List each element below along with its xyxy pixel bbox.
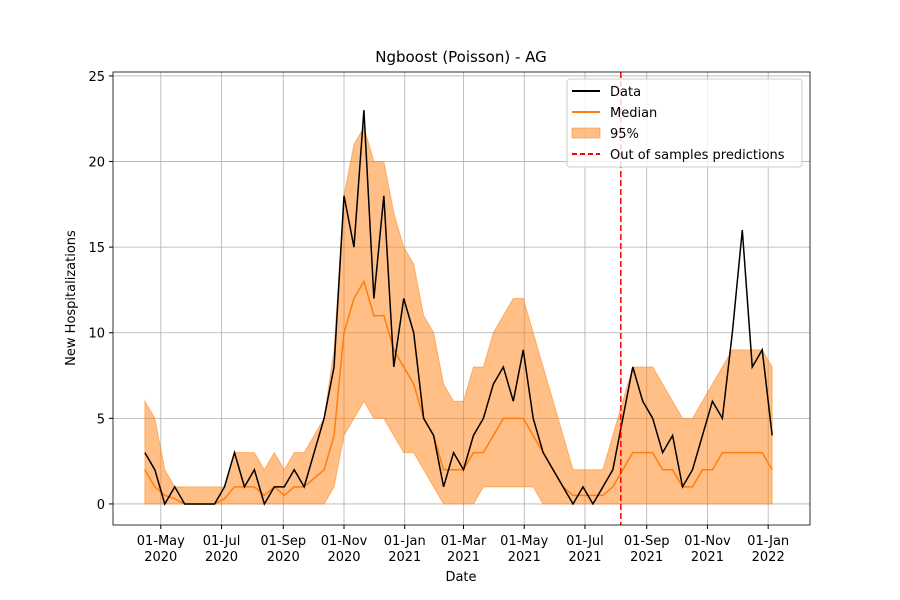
y-tick-label: 10 — [88, 327, 105, 342]
x-tick-label: 01-Jul 2021 — [566, 534, 604, 565]
x-tick-label: 01-Jul 2020 — [203, 534, 241, 565]
x-axis-label: Date — [445, 570, 476, 585]
legend-swatch — [571, 127, 601, 139]
y-tick-label: 25 — [88, 70, 105, 85]
x-tick-label: 01-Nov 2020 — [321, 534, 368, 565]
legend-label: Median — [610, 106, 657, 121]
y-tick-label: 15 — [88, 241, 105, 256]
x-tick-label: 01-Sep 2021 — [624, 534, 670, 565]
confidence-band — [144, 126, 773, 505]
y-tick-label: 0 — [97, 498, 105, 513]
chart-title: Ngboost (Poisson) - AG — [375, 48, 547, 66]
y-tick-label: 20 — [88, 156, 105, 171]
legend-box — [566, 78, 803, 168]
y-axis-label: New Hospitalizations — [64, 230, 79, 366]
legend-label: Data — [610, 85, 641, 100]
x-tick-label: 01-Sep 2020 — [260, 534, 306, 565]
x-tick-label: 01-Nov 2021 — [684, 534, 731, 565]
x-tick-label: 01-Mar 2021 — [441, 534, 487, 565]
legend-label: 95% — [610, 127, 639, 142]
series-line — [144, 279, 773, 505]
y-tick-label: 5 — [97, 412, 105, 427]
series-line — [144, 110, 773, 506]
x-tick-label: 01-May 2021 — [500, 534, 548, 565]
x-tick-label: 01-Jan 2021 — [384, 534, 426, 565]
x-tick-label: 01-May 2020 — [137, 534, 185, 565]
x-tick-label: 01-Jan 2022 — [747, 534, 789, 565]
legend-label: Out of samples predictions — [610, 148, 785, 163]
plot-frame — [112, 71, 811, 526]
